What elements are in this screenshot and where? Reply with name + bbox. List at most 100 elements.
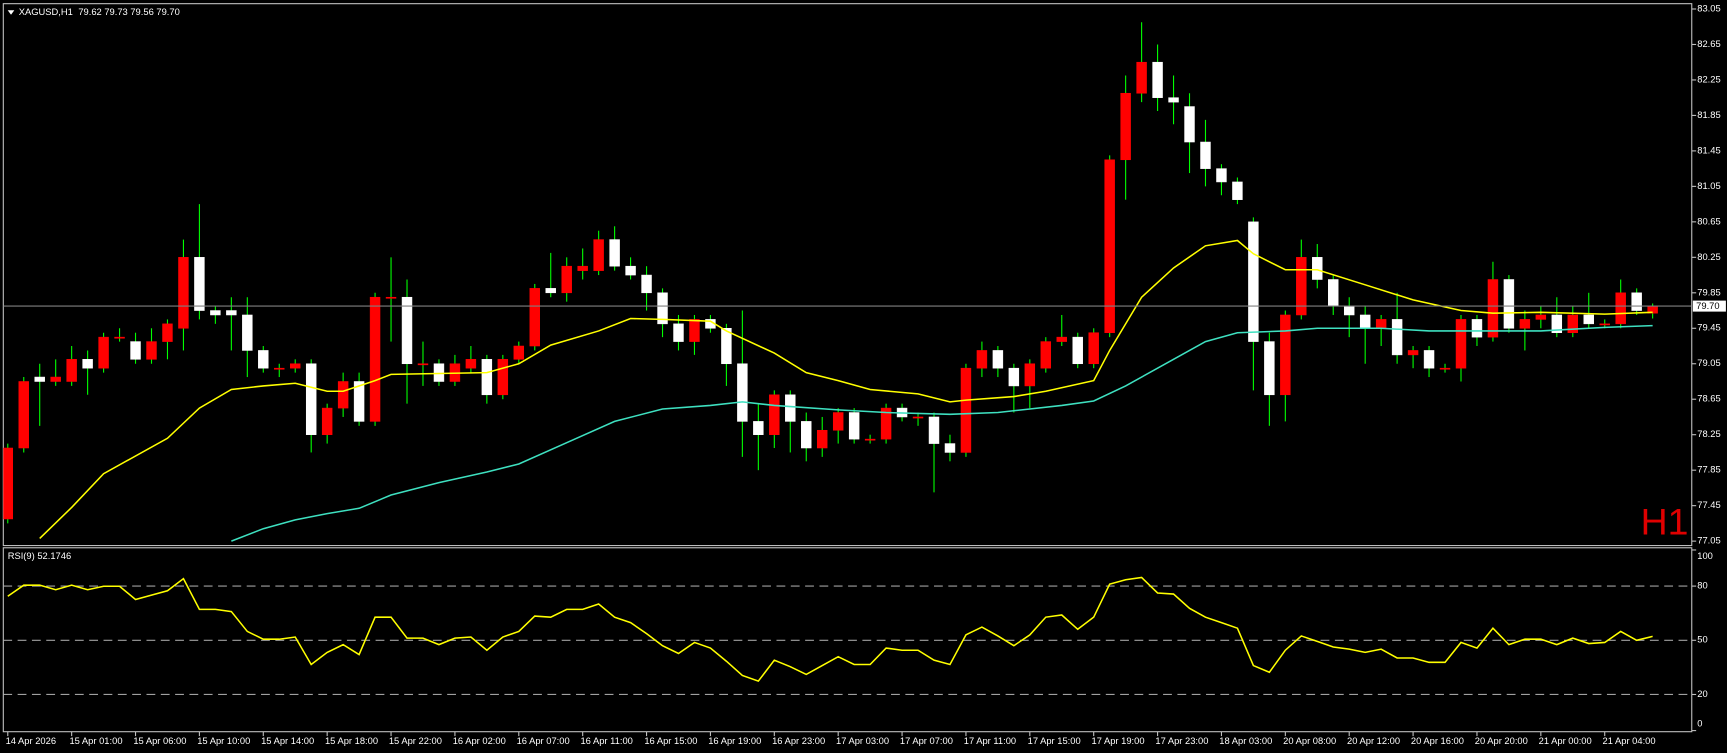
- x-tick-label: 15 Apr 22:00: [389, 736, 442, 746]
- y-tick-label: 82.25: [1697, 74, 1720, 84]
- candle-body: [561, 265, 572, 294]
- candle-body: [178, 257, 189, 329]
- candle-body: [721, 328, 732, 365]
- x-tick-label: 17 Apr 15:00: [1028, 736, 1081, 746]
- candle-body: [1359, 314, 1371, 329]
- moving-average: [231, 324, 1653, 542]
- x-tick-label: 16 Apr 15:00: [644, 736, 697, 746]
- main-panel-frame: [2, 3, 1693, 547]
- candle-body: [1503, 279, 1515, 329]
- candle-body: [465, 359, 477, 369]
- y-tick-label: 81.45: [1697, 145, 1720, 155]
- candle-body: [18, 381, 29, 449]
- last-price-box: [1692, 300, 1726, 312]
- x-tick-label: 16 Apr 11:00: [580, 736, 632, 746]
- candle-body: [513, 345, 525, 360]
- moving-average: [39, 239, 1653, 540]
- candle-body: [1583, 314, 1594, 325]
- candle-body: [210, 310, 221, 316]
- x-tick-label: 17 Apr 19:00: [1091, 736, 1144, 746]
- x-tick-label: 18 Apr 03:00: [1219, 736, 1272, 746]
- candle-body: [976, 350, 988, 369]
- y-tick-label: 79.45: [1697, 323, 1720, 333]
- y-tick-label: 77.45: [1697, 500, 1720, 510]
- x-tick-label: 16 Apr 02:00: [453, 736, 506, 746]
- candle-body: [1343, 305, 1355, 316]
- candle-body: [226, 310, 237, 316]
- candle-body: [1024, 363, 1036, 387]
- rsi-y-tick-label: 20: [1697, 689, 1707, 699]
- menu-arrow: [7, 10, 15, 15]
- candle-body: [545, 288, 556, 294]
- candle-body: [577, 265, 588, 271]
- candle-body: [689, 319, 700, 342]
- candle-body: [1248, 221, 1259, 342]
- y-tick-label: 79.85: [1697, 287, 1720, 297]
- x-tick-label: 16 Apr 19:00: [708, 736, 761, 746]
- rsi-y-tick-label: 50: [1697, 635, 1707, 645]
- candle-body: [162, 323, 173, 342]
- candle-body: [401, 296, 413, 365]
- candle-body: [1312, 257, 1323, 280]
- candle-body: [194, 257, 205, 311]
- x-tick-label: 16 Apr 07:00: [517, 736, 570, 746]
- rsi-title: RSI(9) 52.1746: [8, 551, 71, 561]
- candle-body: [1631, 292, 1642, 311]
- candle-body: [1056, 336, 1067, 342]
- x-tick-label: 17 Apr 23:00: [1155, 736, 1208, 746]
- candle-body: [1471, 319, 1483, 338]
- candle-body: [1375, 319, 1387, 329]
- candle-body: [242, 314, 253, 351]
- x-tick-label: 15 Apr 18:00: [325, 736, 378, 746]
- rsi-y-tick-label: 0: [1697, 718, 1702, 728]
- candle-body: [337, 381, 349, 409]
- candle-body: [1551, 314, 1563, 333]
- x-tick-label: 17 Apr 11:00: [964, 736, 1016, 746]
- y-tick-label: 78.25: [1697, 429, 1720, 439]
- rsi-y-tick-label: 100: [1697, 551, 1713, 561]
- main-plot: [3, 22, 1692, 542]
- candle-body: [1439, 367, 1451, 370]
- x-tick-label: 15 Apr 14:00: [261, 736, 314, 746]
- candle-body: [1072, 336, 1083, 365]
- y-tick-label: 79.05: [1697, 358, 1720, 368]
- axes: 83.05 82.65 82.25 81.85 81.45 81.05 80.65 80.25…: [6, 3, 1726, 746]
- candle-body: [832, 412, 844, 431]
- candle-body: [417, 363, 429, 366]
- candle-body: [130, 341, 141, 360]
- candle-body: [928, 416, 940, 444]
- candle-body: [1535, 314, 1547, 320]
- y-tick-label: 78.65: [1697, 394, 1720, 404]
- candle-body: [785, 394, 796, 422]
- candle-body: [1599, 323, 1610, 326]
- candle-body: [816, 429, 828, 449]
- ohlc-readout: 79.62 79.73 79.56 79.70: [78, 8, 179, 18]
- candle-body: [321, 407, 333, 435]
- candle-body: [625, 265, 636, 276]
- candle-body: [497, 359, 509, 396]
- candle-body: [1487, 279, 1499, 338]
- x-tick-label: 20 Apr 12:00: [1347, 736, 1400, 746]
- candle-body: [1423, 350, 1435, 369]
- candle-body: [657, 292, 668, 325]
- last-price-label: 79.70: [1696, 301, 1719, 311]
- candle-body: [1184, 106, 1195, 143]
- candle-body: [1232, 181, 1243, 200]
- rsi-line: [7, 576, 1653, 683]
- y-tick-label: 83.05: [1697, 3, 1720, 13]
- x-tick-label: 14 Apr 2026: [6, 736, 56, 746]
- candle-body: [1615, 292, 1626, 325]
- candle-body: [992, 350, 1004, 369]
- candle-body: [274, 367, 285, 370]
- candle-body: [1200, 141, 1211, 169]
- x-tick-label: 17 Apr 07:00: [900, 736, 953, 746]
- candle-body: [944, 443, 956, 453]
- candle-body: [593, 239, 604, 271]
- x-tick-label: 15 Apr 10:00: [197, 736, 250, 746]
- rsi-plot: [3, 576, 1692, 696]
- candle-body: [1328, 279, 1339, 307]
- candle-body: [290, 363, 301, 369]
- candle-body: [258, 350, 269, 369]
